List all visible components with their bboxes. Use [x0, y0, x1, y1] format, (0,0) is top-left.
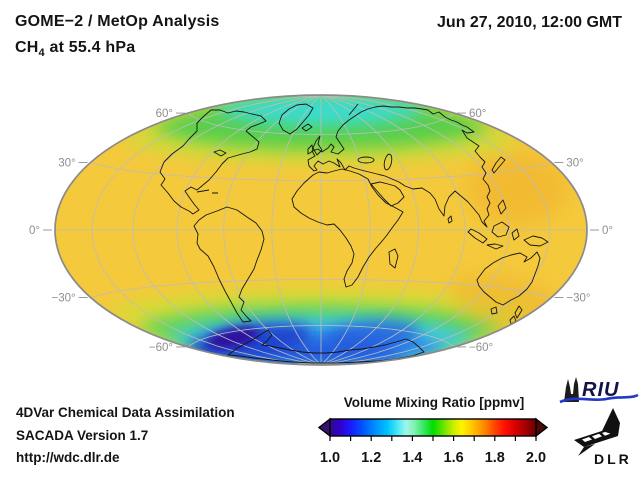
- dlr-logo-text: DLR: [594, 451, 632, 467]
- colorbar-tick-label: 1.2: [361, 450, 381, 466]
- riu-logo: RIU: [559, 377, 639, 404]
- lat-label-left: −30°: [52, 293, 76, 305]
- lat-label-left: 30°: [58, 158, 75, 170]
- lat-label-right: 0°: [602, 225, 613, 237]
- page-subtitle: CH4 at 55.4 hPa: [15, 39, 135, 59]
- colorbar-tick-label: 1.8: [485, 450, 505, 466]
- cathedral-icon: [564, 377, 579, 402]
- colorbar: 1.0 1.2 1.4 1.6 1.8 2.0: [317, 417, 549, 466]
- colorbar-title: Volume Mixing Ratio [ppmv]: [343, 395, 525, 410]
- lat-label-left: 0°: [29, 225, 40, 237]
- lat-label-right: −60°: [469, 342, 493, 354]
- lat-label-right: −30°: [566, 293, 590, 305]
- timestamp: Jun 27, 2010, 12:00 GMT: [437, 14, 622, 31]
- colorbar-tick-label: 2.0: [526, 450, 546, 466]
- footer-line-assimilation: 4DVar Chemical Data Assimilation: [16, 405, 235, 420]
- species-label: CH: [15, 39, 39, 56]
- colorbar-tick-label: 1.6: [444, 450, 464, 466]
- dlr-logo-icon: [574, 408, 620, 456]
- colorbar-tick-label: 1.0: [320, 450, 340, 466]
- colorbar-tick-label: 1.4: [402, 450, 422, 466]
- species-subscript: 4: [38, 47, 45, 60]
- footer-line-version: SACADA Version 1.7: [16, 427, 149, 443]
- footer-line-url: http://wdc.dlr.de: [16, 450, 120, 465]
- lat-label-left: 60°: [156, 108, 173, 120]
- riu-logo-text: RIU: [582, 379, 619, 401]
- river-wave-icon: [559, 393, 639, 404]
- lat-label-right: 30°: [566, 158, 583, 170]
- lat-label-right: 60°: [469, 108, 486, 120]
- level-label: at 55.4 hPa: [44, 39, 136, 56]
- page-title: GOME−2 / MetOp Analysis: [15, 13, 220, 30]
- lat-label-left: −60°: [149, 342, 173, 354]
- footer-credits: 4DVar Chemical Data Assimilation SACADA …: [16, 402, 235, 470]
